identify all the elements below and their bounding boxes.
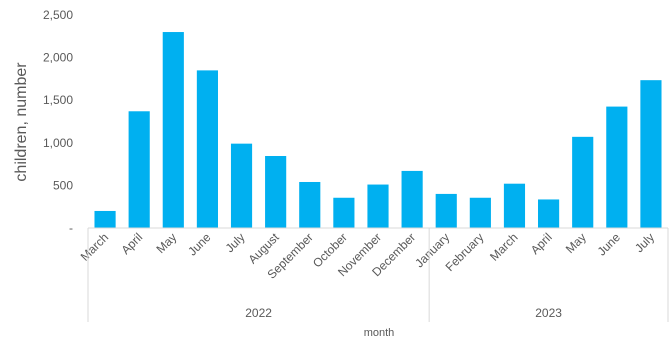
x-tick-label: February: [443, 230, 487, 274]
bar: [640, 80, 662, 228]
bar: [538, 199, 560, 228]
x-tick-label: April: [118, 230, 145, 257]
bar: [503, 183, 526, 228]
bars: [94, 32, 662, 228]
y-tick-label: 500: [53, 178, 73, 192]
y-tick-label: 1,000: [43, 136, 73, 150]
x-axis-ticks: March April May June JulyAugustSeptemberOcto…: [78, 230, 657, 282]
bar: [333, 197, 355, 228]
x-tick-label: July: [632, 230, 657, 255]
y-tick-label: 2,500: [43, 8, 73, 22]
bar: [572, 136, 594, 228]
x-tick-label: March: [487, 230, 520, 263]
bar: [367, 184, 389, 228]
bar: [196, 70, 218, 228]
y-tick-label: -: [69, 221, 73, 235]
x-tick-label: July: [223, 230, 248, 255]
bar: [469, 197, 491, 228]
bar: [230, 143, 253, 228]
x-tick-label: June: [185, 230, 214, 259]
x-axis-groups: 2022 2023: [87, 227, 669, 322]
y-axis-label: children, number: [13, 62, 30, 182]
y-tick-label: 2,000: [43, 51, 73, 65]
bar: [265, 156, 287, 228]
group-label: 2022: [245, 306, 272, 320]
bar: [435, 193, 457, 228]
group-label: 2023: [535, 306, 562, 320]
x-tick-label: June: [595, 230, 624, 259]
bar: [606, 106, 628, 228]
bar: [299, 181, 321, 228]
x-tick-label: May: [563, 230, 589, 256]
bar: [94, 210, 116, 228]
bar: [128, 111, 150, 228]
y-tick-label: 1,500: [43, 93, 73, 107]
bar: [401, 170, 423, 228]
x-tick-label: April: [528, 230, 555, 257]
x-axis-label: month: [364, 327, 395, 339]
x-tick-label: May: [153, 230, 179, 256]
x-tick-label: March: [78, 230, 111, 263]
y-axis-ticks: - 500 1,000 1,500 2,000 2,500: [43, 8, 73, 235]
bar: [162, 32, 184, 228]
